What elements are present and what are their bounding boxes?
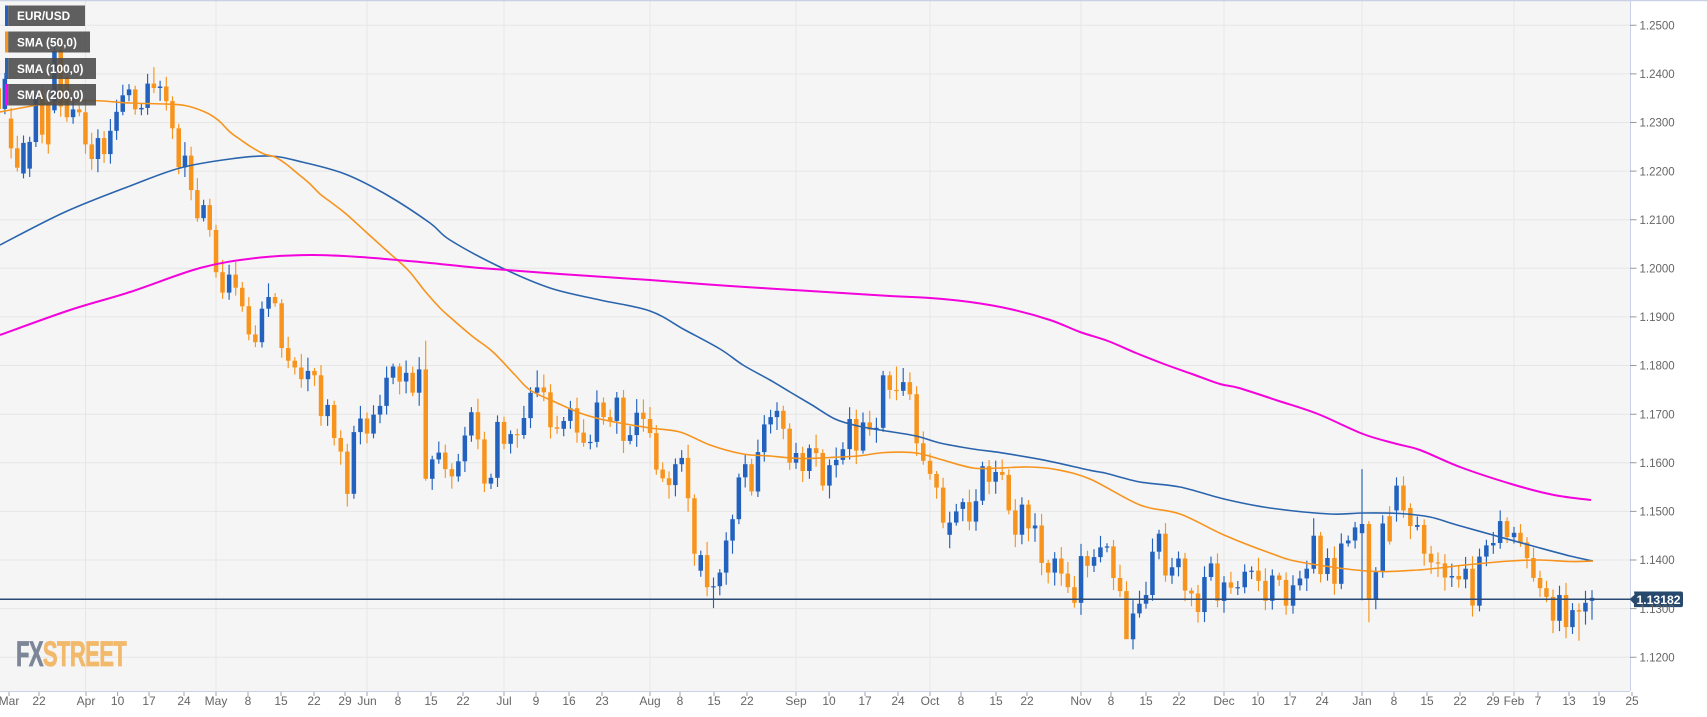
svg-text:1.2200: 1.2200: [1640, 166, 1675, 178]
svg-text:SMA (200,0): SMA (200,0): [17, 88, 84, 102]
svg-text:19: 19: [1592, 694, 1606, 708]
svg-text:Apr: Apr: [77, 694, 96, 708]
svg-text:10: 10: [822, 694, 836, 708]
svg-text:16: 16: [562, 694, 576, 708]
svg-text:29: 29: [338, 694, 352, 708]
svg-text:Jun: Jun: [357, 694, 376, 708]
svg-text:Mar: Mar: [0, 694, 19, 708]
svg-text:8: 8: [1391, 694, 1398, 708]
svg-text:23: 23: [595, 694, 609, 708]
svg-text:SMA (50,0): SMA (50,0): [17, 35, 77, 49]
svg-text:22: 22: [32, 694, 46, 708]
svg-text:24: 24: [891, 694, 905, 708]
svg-text:1.13182: 1.13182: [1636, 593, 1680, 607]
svg-text:22: 22: [307, 694, 321, 708]
svg-text:22: 22: [1453, 694, 1467, 708]
svg-text:8: 8: [677, 694, 684, 708]
svg-text:1.1800: 1.1800: [1640, 361, 1675, 373]
svg-text:Nov: Nov: [1070, 694, 1091, 708]
svg-text:15: 15: [707, 694, 721, 708]
svg-text:1.2300: 1.2300: [1640, 118, 1675, 130]
svg-text:8: 8: [958, 694, 965, 708]
svg-text:17: 17: [142, 694, 156, 708]
svg-text:Jan: Jan: [1352, 694, 1371, 708]
svg-text:8: 8: [1108, 694, 1115, 708]
svg-text:1.2100: 1.2100: [1640, 215, 1675, 227]
svg-text:EUR/USD: EUR/USD: [17, 9, 71, 23]
svg-text:10: 10: [1251, 694, 1265, 708]
svg-text:1.1400: 1.1400: [1640, 555, 1675, 567]
svg-text:1.2000: 1.2000: [1640, 264, 1675, 276]
svg-text:7: 7: [1535, 694, 1542, 708]
svg-text:15: 15: [1139, 694, 1153, 708]
svg-text:22: 22: [456, 694, 470, 708]
svg-text:15: 15: [989, 694, 1003, 708]
svg-text:Feb: Feb: [1504, 694, 1525, 708]
svg-text:22: 22: [1172, 694, 1186, 708]
svg-text:1.1500: 1.1500: [1640, 507, 1675, 519]
svg-text:15: 15: [274, 694, 288, 708]
svg-text:8: 8: [395, 694, 402, 708]
svg-text:15: 15: [1420, 694, 1434, 708]
svg-text:1.1300: 1.1300: [1640, 604, 1675, 616]
svg-text:24: 24: [177, 694, 191, 708]
svg-text:Oct: Oct: [921, 694, 940, 708]
svg-text:1.1700: 1.1700: [1640, 409, 1675, 421]
svg-text:Sep: Sep: [785, 694, 807, 708]
svg-text:17: 17: [858, 694, 872, 708]
svg-text:May: May: [205, 694, 228, 708]
svg-text:1.2400: 1.2400: [1640, 69, 1675, 81]
svg-text:1.2500: 1.2500: [1640, 21, 1675, 33]
svg-text:24: 24: [1315, 694, 1329, 708]
svg-text:Aug: Aug: [639, 694, 660, 708]
svg-text:22: 22: [740, 694, 754, 708]
svg-text:1.1200: 1.1200: [1640, 652, 1675, 664]
svg-text:1.1900: 1.1900: [1640, 312, 1675, 324]
svg-text:8: 8: [245, 694, 252, 708]
svg-text:17: 17: [1283, 694, 1297, 708]
svg-text:29: 29: [1486, 694, 1500, 708]
svg-text:10: 10: [111, 694, 125, 708]
svg-text:9: 9: [533, 694, 540, 708]
svg-text:1.1600: 1.1600: [1640, 458, 1675, 470]
svg-text:15: 15: [424, 694, 438, 708]
svg-text:22: 22: [1020, 694, 1034, 708]
svg-text:Dec: Dec: [1213, 694, 1234, 708]
svg-text:FXSTREET: FXSTREET: [16, 636, 127, 674]
svg-text:SMA (100,0): SMA (100,0): [17, 62, 84, 76]
svg-text:Jul: Jul: [496, 694, 511, 708]
svg-text:13: 13: [1562, 694, 1576, 708]
svg-text:25: 25: [1625, 694, 1639, 708]
